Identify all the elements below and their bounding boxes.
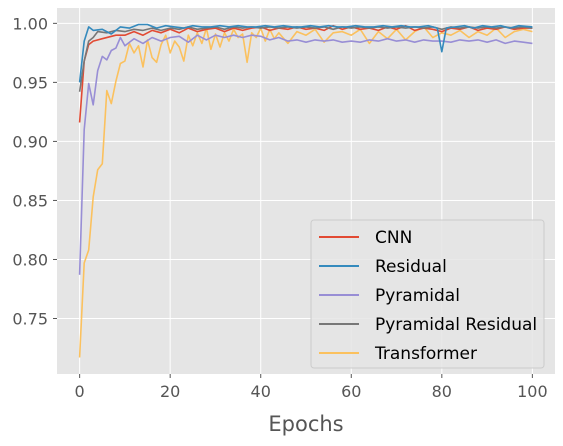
legend-label-pyramidal-residual: Pyramidal Residual	[375, 315, 537, 335]
legend-label-residual: Residual	[375, 257, 447, 277]
legend-box	[310, 219, 545, 369]
x-tick-label: 40	[251, 382, 271, 401]
axis-ticks: 0 20 40 60 80 100 0.75 0.80 0.85 0.90 0.95 1.00	[12, 14, 547, 401]
x-tick-label: 20	[160, 382, 180, 401]
legend: CNN Residual Pyramidal Pyramidal Residual Tr…	[310, 219, 545, 369]
x-tick-label: 100	[517, 382, 548, 401]
y-tick-label: 1.00	[12, 14, 48, 33]
x-tick-label: 80	[432, 382, 452, 401]
legend-label-transformer: Transformer	[374, 344, 477, 364]
legend-label-pyramidal: Pyramidal	[375, 286, 460, 306]
y-tick-label: 0.75	[12, 310, 48, 329]
y-tick-label: 0.85	[12, 191, 48, 210]
grid-lines	[57, 8, 555, 374]
x-tick-label: 0	[75, 382, 85, 401]
y-tick-label: 0.80	[12, 250, 48, 269]
series-line-residual	[78, 23, 533, 83]
x-tick-label: 60	[341, 382, 361, 401]
y-tick-label: 0.95	[12, 73, 48, 92]
series-line-pyramidal	[78, 34, 533, 275]
legend-label-cnn: CNN	[375, 228, 412, 248]
series-lines	[78, 23, 533, 358]
y-tick-label: 0.90	[12, 132, 48, 151]
x-axis-title: Epochs	[268, 412, 343, 436]
